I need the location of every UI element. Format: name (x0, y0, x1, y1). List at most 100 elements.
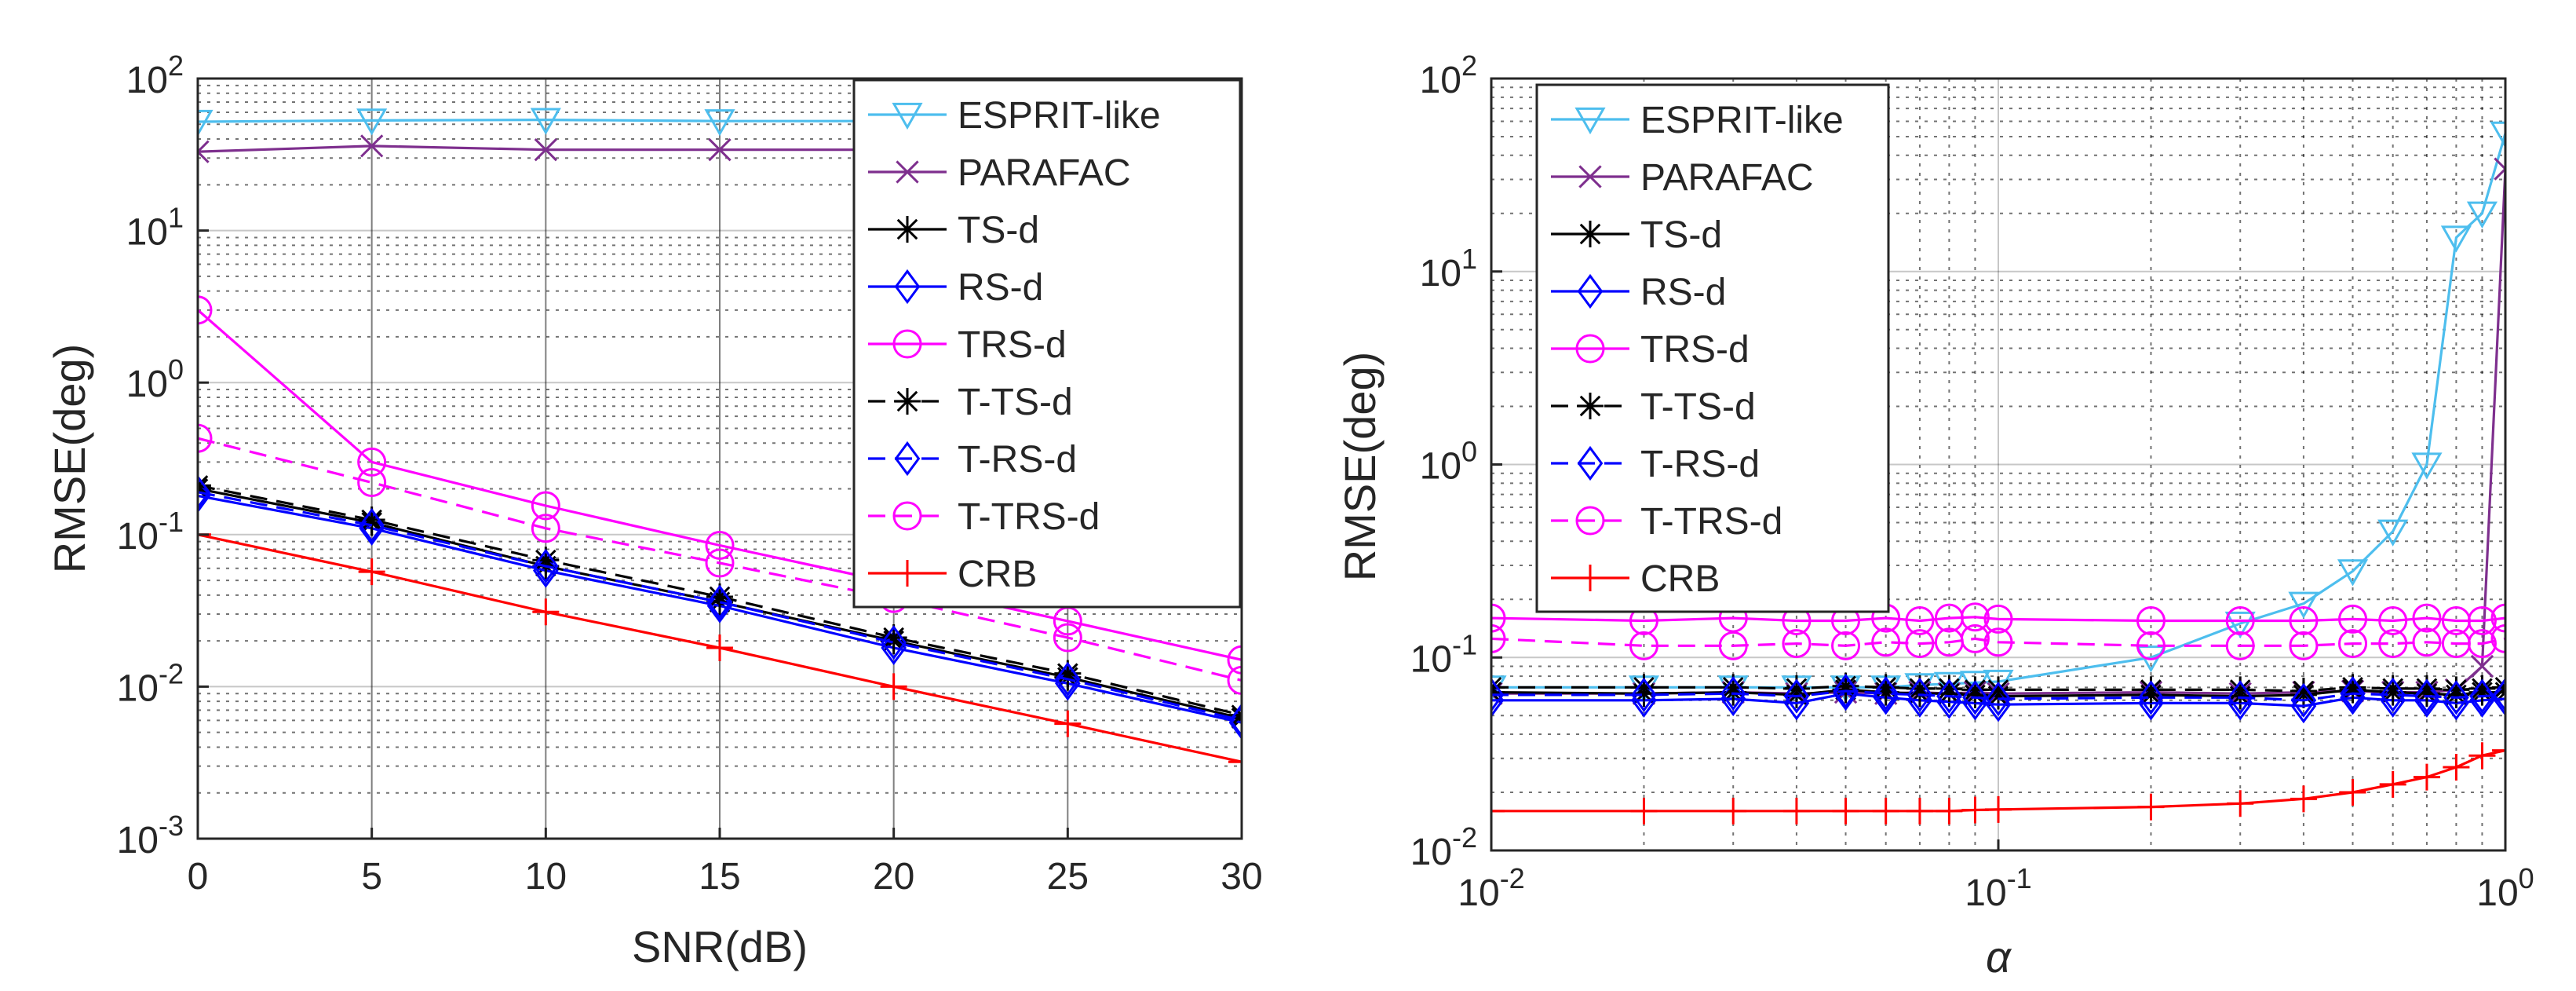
point-T-TRS-d-4 (1831, 631, 1861, 660)
point-T-RS-d-0 (1491, 677, 1505, 712)
y-tick-label: 102 (1420, 49, 1477, 101)
point-CRB-10 (2137, 793, 2165, 821)
point-CRB-7 (1936, 797, 1963, 825)
point-T-TS-d-4 (1832, 672, 1859, 700)
x-axis-label: α (1986, 932, 2012, 982)
legend-label-CRB: CRB (1640, 558, 1720, 600)
point-T-RS-d-1 (359, 507, 385, 543)
x-tick-label: 10-1 (1965, 862, 2031, 914)
point-T-TRS-d-12 (2289, 631, 2319, 660)
point-CRB-1 (358, 558, 385, 586)
legend-marker-PARAFAC (896, 160, 919, 184)
x-tick-label: 30 (1220, 856, 1262, 898)
legend-label-T-TRS-d: T-TRS-d (958, 496, 1100, 538)
point-T-TRS-d-6 (1227, 665, 1242, 695)
point-CRB-15 (2413, 763, 2440, 791)
point-TRS-d-0 (1491, 603, 1506, 633)
series-T-TS-d (1491, 672, 2505, 704)
legend-marker-TRS-d (1575, 334, 1605, 364)
legend-marker-RS-d (1577, 273, 1604, 309)
y-tick-label: 10-2 (117, 657, 184, 709)
point-PARAFAC-2 (534, 138, 557, 162)
point-T-RS-d-9 (1985, 681, 2012, 717)
point-T-TS-d-8 (1961, 676, 1989, 704)
legend-marker-CRB (894, 560, 921, 587)
point-T-TS-d-11 (2227, 676, 2254, 704)
point-TRS-d-15 (2412, 603, 2442, 633)
point-PARAFAC-3 (708, 138, 732, 162)
legend-marker-ESPRIT-like (892, 102, 923, 130)
y-tick-label: 10-3 (117, 810, 184, 861)
legend-marker-T-RS-d (1577, 445, 1604, 481)
y-tick-label: 10-1 (1410, 628, 1477, 680)
point-ESPRIT-like-3 (704, 109, 735, 137)
point-T-RS-d-4 (881, 625, 907, 660)
point-T-TRS-d-6 (1905, 629, 1935, 659)
x-tick-label: 100 (2476, 862, 2534, 914)
line-TRS-d (198, 309, 1242, 661)
point-RS-d-3 (1783, 686, 1810, 721)
point-ESPRIT-like-7 (1933, 671, 1965, 700)
point-ESPRIT-like-0 (198, 109, 213, 137)
point-T-TS-d-4 (880, 624, 907, 652)
x-axis: 0 5 10 15 20 25 30 (188, 828, 1263, 898)
point-T-TS-d-9 (1985, 676, 2012, 704)
point-TRS-d-8 (1960, 602, 1990, 632)
point-CRB-8 (1961, 796, 1989, 824)
point-T-TRS-d-14 (2378, 629, 2408, 659)
legend: ESPRIT-like PARAFAC TS-d RS-d TRS-d T-TS-d T-R… (852, 79, 1242, 609)
point-T-RS-d-1 (1631, 677, 1657, 712)
series-layer (1491, 121, 2505, 825)
point-CRB-13 (2339, 779, 2366, 806)
legend-label-T-RS-d: T-RS-d (958, 439, 1077, 481)
series-CRB (1491, 737, 2505, 825)
point-T-TRS-d-0 (198, 423, 213, 453)
point-CRB-16 (2443, 753, 2470, 781)
y-tick-label: 100 (1420, 436, 1477, 488)
point-CRB-12 (2290, 785, 2317, 813)
point-T-TRS-d-2 (531, 514, 560, 543)
legend-label-T-TRS-d: T-TRS-d (1640, 501, 1782, 543)
point-T-RS-d-10 (2138, 680, 2164, 715)
point-T-RS-d-17 (2469, 678, 2495, 714)
point-ESPRIT-like-14 (2377, 519, 2409, 547)
legend-marker-T-TS-d (1577, 393, 1604, 419)
legend-label-RS-d: RS-d (958, 267, 1043, 309)
point-TRS-d-11 (2225, 605, 2255, 635)
legend-label-ESPRIT-like: ESPRIT-like (958, 95, 1161, 137)
legend-marker-TS-d (894, 216, 921, 243)
legend-marker-ESPRIT-like (1574, 107, 1606, 135)
point-T-TS-d-5 (1872, 674, 1899, 701)
point-T-TS-d-12 (2290, 677, 2317, 704)
point-T-RS-d-0 (198, 474, 211, 510)
point-TRS-d-18 (2490, 603, 2505, 633)
point-T-TRS-d-3 (1782, 629, 1812, 659)
x-tick-label: 10 (525, 856, 567, 898)
legend-marker-CRB (1577, 565, 1604, 591)
legend-marker-T-TRS-d (892, 501, 922, 531)
legend-marker-TS-d (1577, 221, 1604, 247)
legend-label-RS-d: RS-d (1640, 272, 1726, 313)
point-T-TRS-d-15 (2412, 627, 2442, 657)
point-CRB-4 (880, 673, 907, 700)
point-TRS-d-1 (357, 447, 387, 477)
legend-label-ESPRIT-like: ESPRIT-like (1640, 100, 1844, 141)
point-T-TRS-d-1 (357, 468, 387, 498)
legend-label-TRS-d: TRS-d (958, 324, 1067, 366)
y-tick-label: 101 (1420, 243, 1477, 294)
point-T-TRS-d-5 (1871, 627, 1901, 657)
point-T-TRS-d-2 (1718, 631, 1748, 660)
point-T-TRS-d-17 (2467, 629, 2497, 659)
line-T-RS-d (1491, 689, 2505, 702)
point-CRB-1 (1630, 797, 1658, 825)
series-T-TRS-d (1491, 623, 2505, 660)
x-axis-label: SNR(dB) (632, 922, 808, 971)
x-tick-label: 5 (361, 856, 382, 898)
point-T-TS-d-5 (1054, 660, 1082, 687)
point-CRB-9 (1985, 795, 2012, 823)
point-T-RS-d-15 (2414, 678, 2440, 714)
legend-label-TS-d: TS-d (1640, 214, 1722, 256)
point-CRB-6 (1228, 748, 1242, 776)
point-ESPRIT-like-1 (356, 108, 388, 136)
